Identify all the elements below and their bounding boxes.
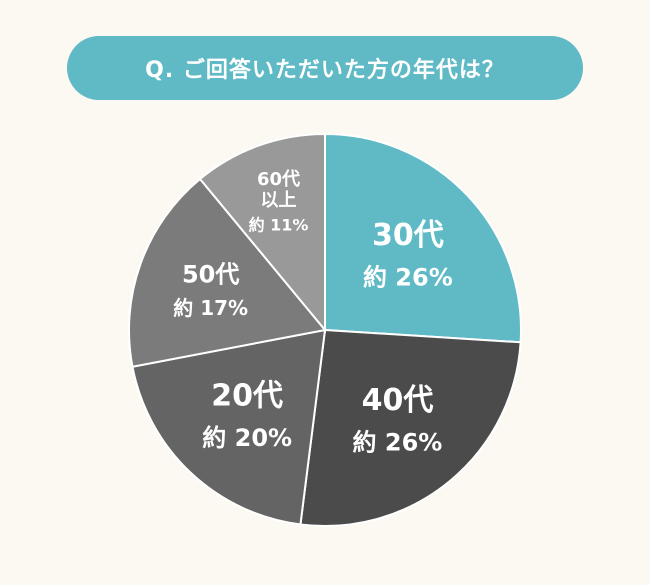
question-title: Q. ご回答いただいた方の年代は？ [145, 58, 505, 83]
slice-label-20s: 20代 [211, 379, 283, 414]
pie-slice-50s [128, 177, 327, 368]
slice-label-60s-plus-line2: 以上 [261, 190, 297, 211]
slice-label-40s: 40代 [362, 383, 434, 418]
pie-slices [128, 132, 522, 527]
slice-value-20s: 約 20% [202, 424, 292, 452]
slice-value-30s: 約 26% [363, 263, 453, 291]
pie-slice-40s [299, 328, 522, 527]
slice-label-30s: 30代 [372, 218, 444, 253]
pie-slice-60s-plus [198, 132, 326, 333]
pie-slice-20s [131, 328, 327, 526]
slice-value-60s-plus: 約 11% [249, 216, 309, 235]
question-header: Q. ご回答いただいた方の年代は？ [67, 36, 583, 100]
slice-value-40s: 約 26% [353, 429, 443, 457]
slice-value-50s: 約 17% [173, 296, 248, 320]
pie-slice-30s [324, 132, 522, 344]
slice-label-50s: 50代 [182, 260, 239, 288]
slice-label-60s-plus-line1: 60代 [257, 169, 300, 190]
